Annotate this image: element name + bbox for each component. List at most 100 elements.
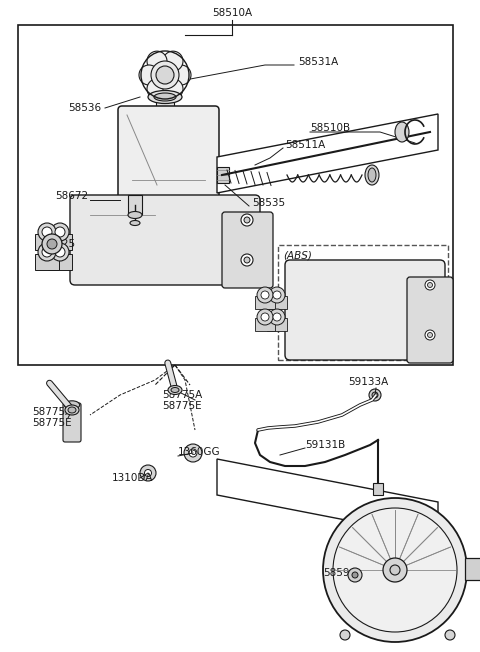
Circle shape <box>38 223 56 241</box>
Circle shape <box>273 313 281 321</box>
Circle shape <box>445 630 455 640</box>
Ellipse shape <box>168 385 182 394</box>
Circle shape <box>184 444 202 462</box>
Bar <box>35 234 59 250</box>
Circle shape <box>189 449 197 457</box>
Circle shape <box>42 227 52 237</box>
Bar <box>255 318 275 331</box>
Bar <box>465 558 480 580</box>
Circle shape <box>257 287 273 303</box>
Ellipse shape <box>395 122 409 142</box>
Circle shape <box>352 572 358 578</box>
Circle shape <box>428 333 432 338</box>
Bar <box>255 296 275 309</box>
Circle shape <box>372 392 378 398</box>
Text: 1360GG: 1360GG <box>178 447 221 457</box>
Circle shape <box>163 79 183 99</box>
Circle shape <box>171 65 191 85</box>
Circle shape <box>244 257 250 263</box>
Circle shape <box>244 217 250 223</box>
Circle shape <box>428 282 432 288</box>
Bar <box>48 234 72 250</box>
Circle shape <box>42 247 52 257</box>
Text: 58510B: 58510B <box>310 123 350 133</box>
Text: 58531A: 58531A <box>298 57 338 67</box>
Text: 58594: 58594 <box>323 568 356 578</box>
Circle shape <box>340 630 350 640</box>
Ellipse shape <box>130 220 140 226</box>
Circle shape <box>147 79 167 99</box>
Circle shape <box>139 65 159 85</box>
Circle shape <box>38 243 56 261</box>
Bar <box>48 254 72 270</box>
FancyBboxPatch shape <box>63 403 81 442</box>
Bar <box>267 296 287 309</box>
Text: 58511A: 58511A <box>285 140 325 150</box>
Circle shape <box>241 214 253 226</box>
Bar <box>278 245 448 360</box>
Circle shape <box>348 568 362 582</box>
FancyBboxPatch shape <box>70 195 260 285</box>
Circle shape <box>144 469 152 477</box>
Circle shape <box>269 287 285 303</box>
Circle shape <box>147 51 167 71</box>
Ellipse shape <box>368 168 376 182</box>
Ellipse shape <box>68 407 76 413</box>
Text: (ABS): (ABS) <box>283 250 312 260</box>
Circle shape <box>55 247 65 257</box>
Circle shape <box>261 313 269 321</box>
FancyBboxPatch shape <box>118 106 219 199</box>
Bar <box>128 195 142 215</box>
Bar <box>35 254 59 270</box>
Bar <box>217 167 229 183</box>
Circle shape <box>273 291 281 299</box>
Circle shape <box>261 291 269 299</box>
Circle shape <box>241 254 253 266</box>
Ellipse shape <box>65 405 79 415</box>
Text: 58125: 58125 <box>42 239 75 249</box>
Text: 59131B: 59131B <box>305 440 345 450</box>
Circle shape <box>51 223 69 241</box>
Text: 59133A: 59133A <box>348 377 388 387</box>
Bar <box>267 318 287 331</box>
Circle shape <box>269 309 285 325</box>
Circle shape <box>163 51 183 71</box>
Circle shape <box>425 330 435 340</box>
Circle shape <box>42 234 62 254</box>
Text: 58535: 58535 <box>252 198 285 208</box>
Text: 58775A: 58775A <box>162 390 202 400</box>
Polygon shape <box>217 114 438 193</box>
Circle shape <box>333 508 457 632</box>
Ellipse shape <box>64 401 80 409</box>
Ellipse shape <box>128 211 142 218</box>
Ellipse shape <box>365 165 379 185</box>
Circle shape <box>390 565 400 575</box>
Circle shape <box>140 465 156 481</box>
Bar <box>18 25 453 365</box>
FancyBboxPatch shape <box>285 260 445 360</box>
Text: 58775A: 58775A <box>32 407 72 417</box>
Circle shape <box>55 227 65 237</box>
Text: 58536: 58536 <box>68 103 101 113</box>
Ellipse shape <box>154 93 176 101</box>
Circle shape <box>323 498 467 642</box>
Text: 58672: 58672 <box>55 191 88 201</box>
Circle shape <box>383 558 407 582</box>
FancyBboxPatch shape <box>222 212 273 288</box>
Polygon shape <box>217 459 438 538</box>
Circle shape <box>51 243 69 261</box>
Text: 58775E: 58775E <box>32 418 72 428</box>
Ellipse shape <box>171 387 179 393</box>
Bar <box>156 85 174 110</box>
Circle shape <box>156 66 174 84</box>
Circle shape <box>369 389 381 401</box>
Circle shape <box>257 309 273 325</box>
Circle shape <box>47 239 57 249</box>
Circle shape <box>425 280 435 290</box>
FancyBboxPatch shape <box>407 277 453 363</box>
Text: 1310DA: 1310DA <box>112 473 154 483</box>
Circle shape <box>151 61 179 89</box>
Text: 58775E: 58775E <box>162 401 202 411</box>
Bar <box>373 483 383 495</box>
Text: 58510A: 58510A <box>212 8 252 18</box>
